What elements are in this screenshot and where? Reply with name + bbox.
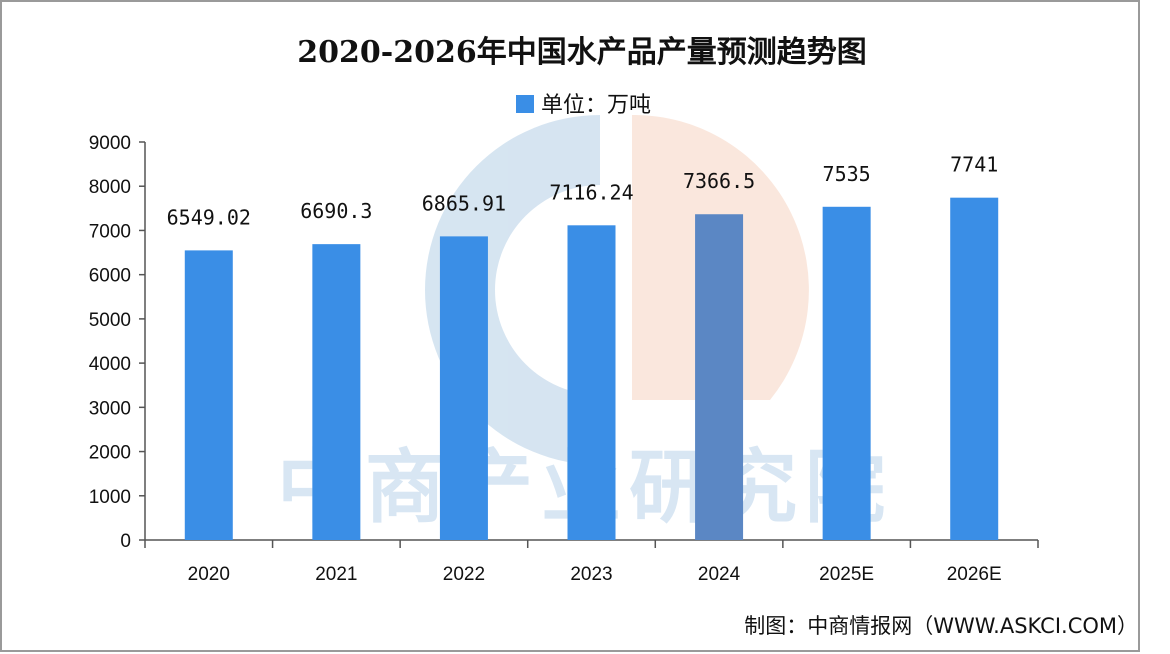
x-tick-label: 2026E <box>947 564 1002 585</box>
source-note: 制图：中商情报网（WWW.ASKCI.COM） <box>744 614 1138 638</box>
legend-label: 单位：万吨 <box>541 93 651 118</box>
x-tick-label: 2022 <box>443 564 485 585</box>
data-label: 7741 <box>950 153 998 177</box>
bars: 6549.02 6690.3 6865.91 7116.24 7366.5 7535 774… <box>167 153 999 540</box>
y-tick-label: 0 <box>120 531 131 552</box>
x-tick-label: 2020 <box>188 564 230 585</box>
x-tick-label: 2024 <box>698 564 741 585</box>
data-label: 7366.5 <box>683 169 755 193</box>
y-tick-label: 7000 <box>89 221 131 242</box>
y-tick-label: 9000 <box>89 133 131 154</box>
y-axis: 0 1000 2000 3000 4000 5000 6000 7000 8000 9000 <box>89 133 146 552</box>
data-label: 6549.02 <box>167 205 251 229</box>
chart-title: 2020-2026年中国水产品产量预测趋势图 <box>297 35 866 70</box>
legend-swatch <box>516 95 534 113</box>
y-tick-label: 4000 <box>89 354 131 375</box>
y-tick-label: 6000 <box>89 266 131 287</box>
bar <box>567 225 616 540</box>
bar <box>312 244 361 540</box>
bar <box>439 236 488 540</box>
data-label: 6690.3 <box>300 199 372 223</box>
y-tick-label: 1000 <box>89 487 131 508</box>
y-tick-label: 3000 <box>89 398 131 419</box>
x-tick-label: 2021 <box>315 564 357 585</box>
bar <box>695 214 744 540</box>
x-tick-label: 2023 <box>570 564 612 585</box>
data-label: 6865.91 <box>422 191 506 215</box>
data-label: 7116.24 <box>549 180 633 204</box>
y-tick-label: 5000 <box>89 310 131 331</box>
x-tick-label: 2025E <box>819 564 874 585</box>
data-label: 7535 <box>823 162 871 186</box>
y-tick-label: 2000 <box>89 443 131 464</box>
bar <box>184 250 233 540</box>
y-tick-label: 8000 <box>89 177 131 198</box>
bar <box>822 206 871 540</box>
bar <box>950 197 999 540</box>
